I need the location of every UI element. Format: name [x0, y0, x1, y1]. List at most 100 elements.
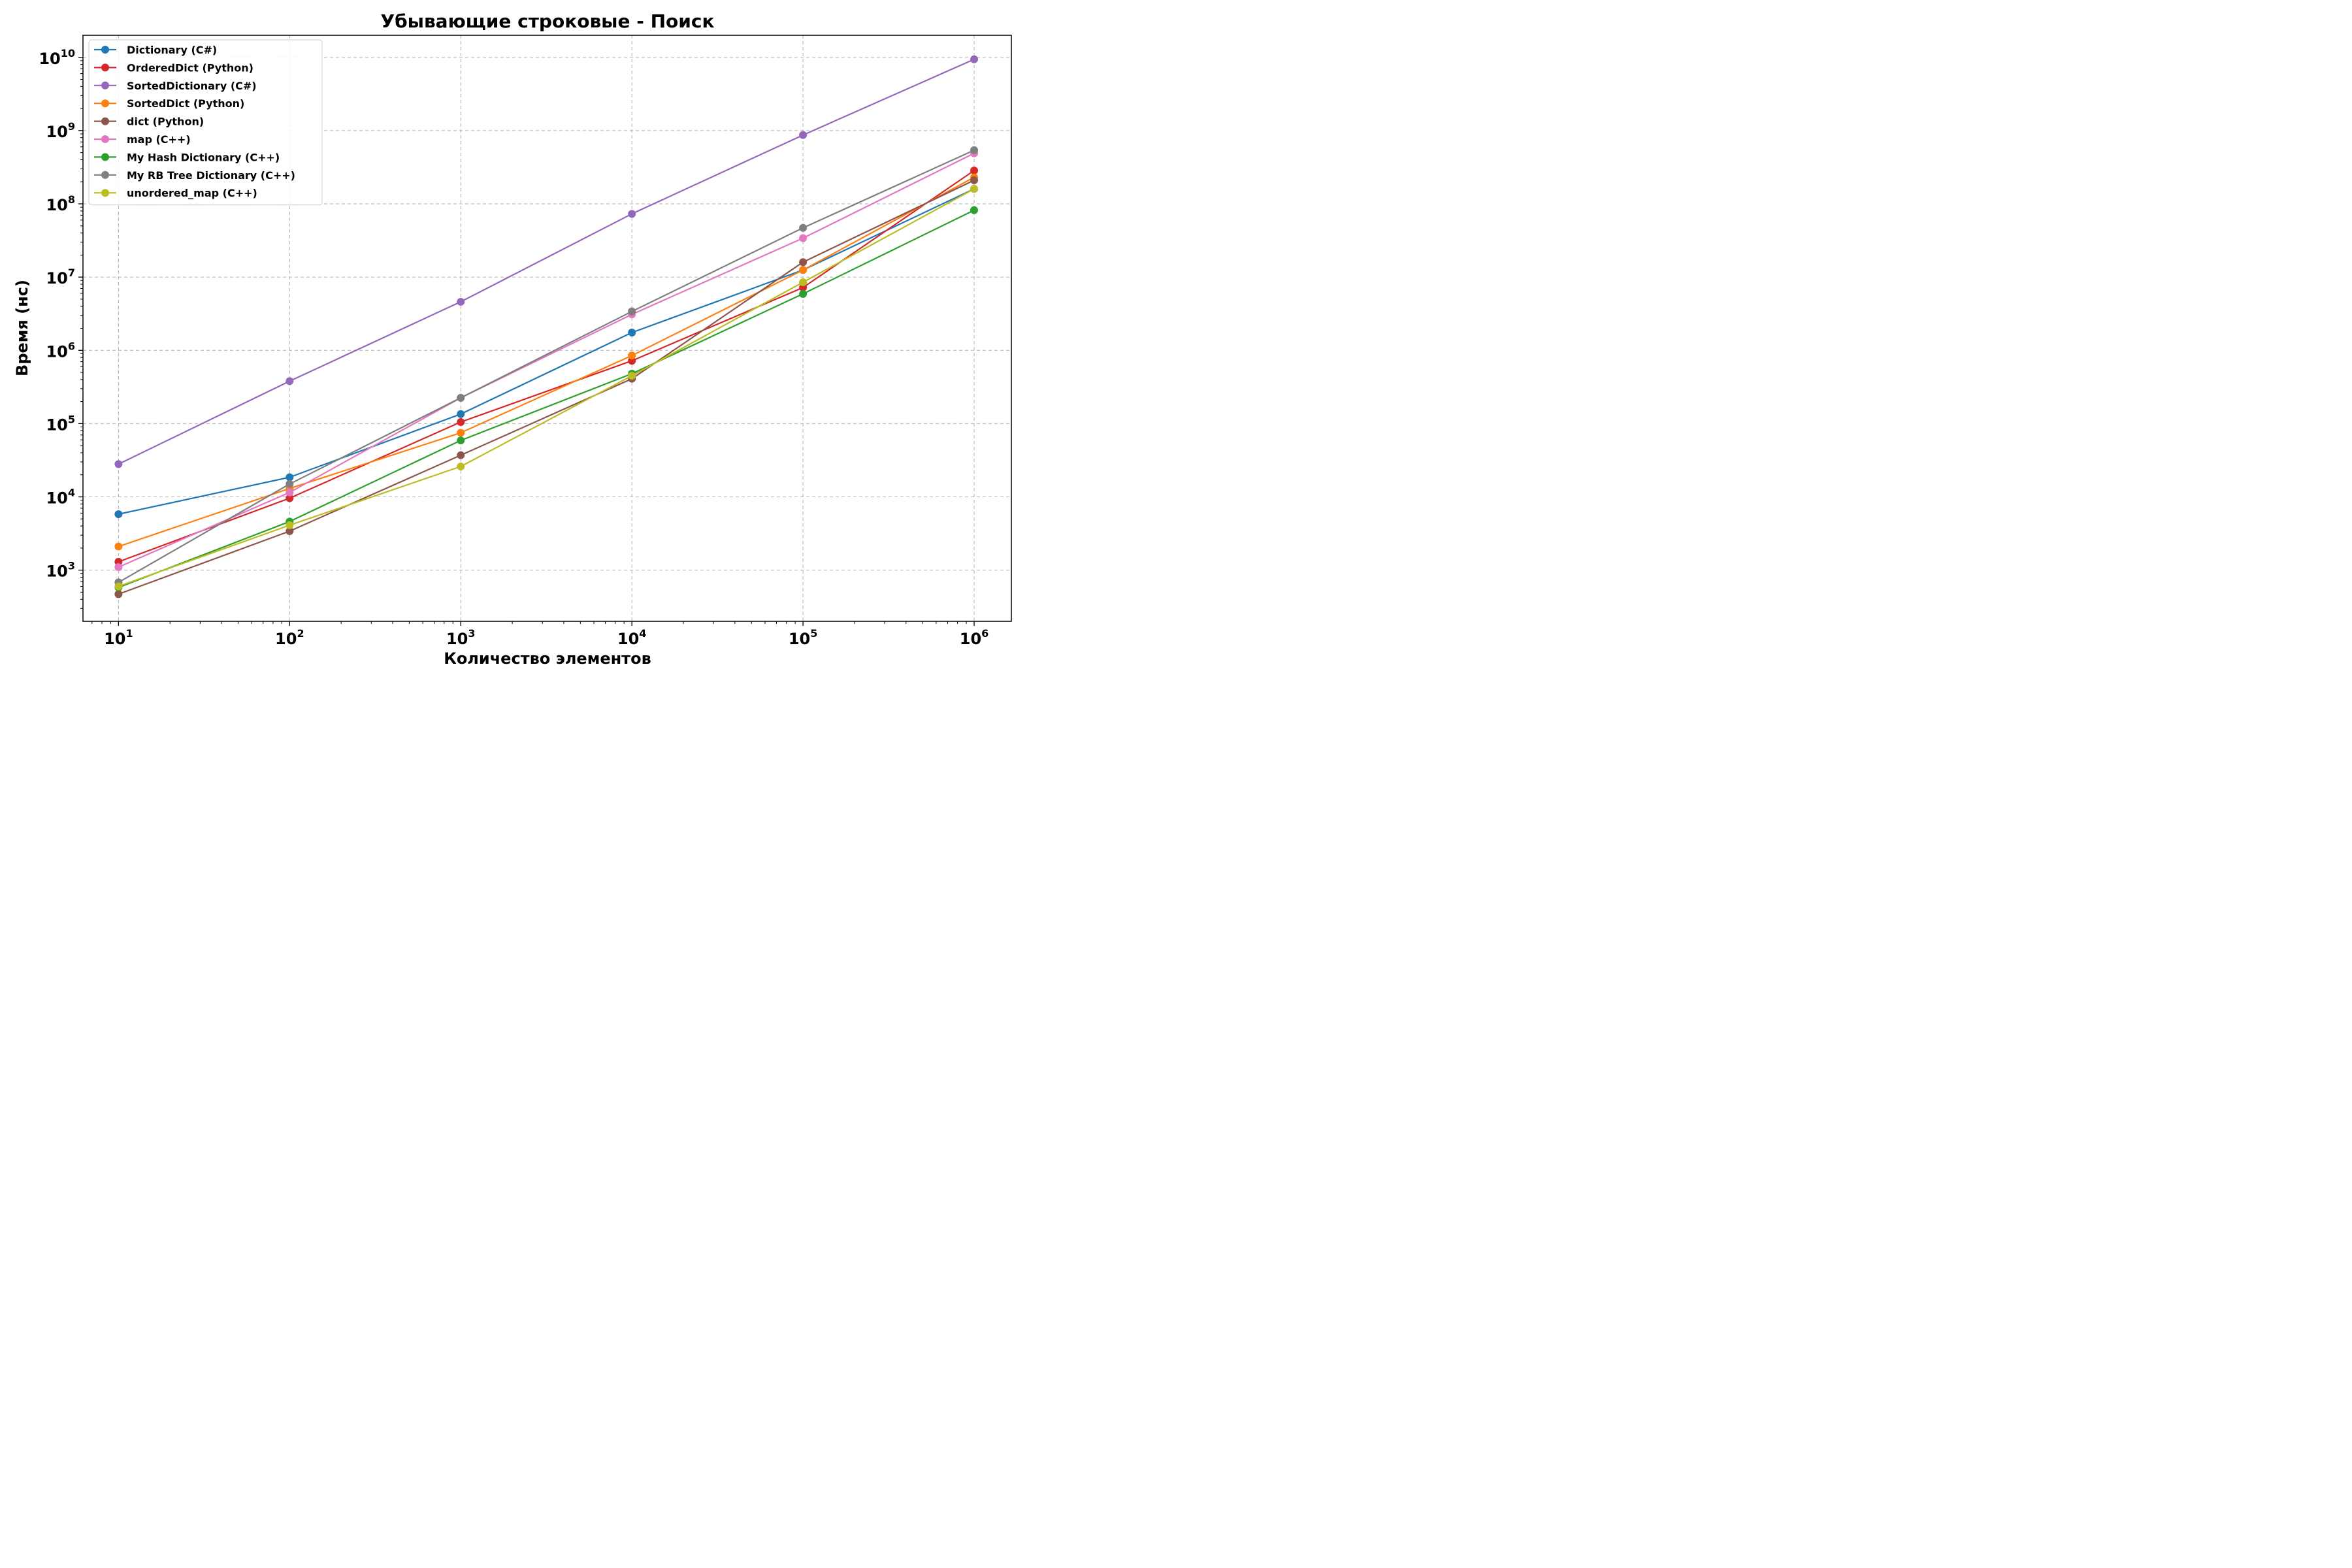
x-tick-base: 10: [789, 630, 810, 648]
legend-marker: [101, 189, 109, 197]
data-point: [457, 297, 465, 306]
y-tick-label: 107: [46, 267, 75, 287]
legend-label: map (C++): [127, 133, 191, 146]
x-tick-base: 10: [275, 630, 297, 648]
series-line: [118, 170, 975, 563]
series-line: [118, 149, 975, 583]
y-axis-label: Время (нс): [13, 280, 31, 376]
x-tick-exponent: 3: [468, 627, 475, 640]
data-point: [628, 210, 636, 218]
data-point: [457, 393, 465, 402]
legend: Dictionary (C#) OrderedDict (Python) Sorte…: [88, 39, 323, 206]
data-point: [457, 436, 465, 445]
x-axis-ticks: 101 102 103 104 105 106: [91, 621, 988, 648]
series-line: [118, 209, 975, 589]
legend-marker: [101, 171, 109, 179]
data-point: [799, 289, 808, 298]
data-point: [114, 460, 123, 468]
data-point: [114, 582, 123, 591]
line-chart: Убывающие строковые - Поиск 101 102 103 104…: [13, 10, 1012, 668]
y-tick-label: 106: [46, 340, 75, 361]
series-line: [118, 188, 975, 515]
legend-label: My RB Tree Dictionary (C++): [127, 169, 295, 182]
data-point: [970, 185, 979, 193]
data-point: [970, 146, 979, 154]
x-tick-label: 105: [789, 627, 818, 648]
data-point: [970, 176, 979, 184]
legend-label: SortedDict (Python): [127, 97, 244, 110]
series-1: [114, 167, 979, 566]
y-tick-exponent: 4: [68, 487, 75, 499]
legend-entry: SortedDictionary (C#): [94, 80, 257, 92]
data-point: [286, 377, 294, 385]
series-line: [118, 152, 975, 568]
y-tick-exponent: 8: [68, 193, 75, 206]
x-tick-base: 10: [446, 630, 468, 648]
x-tick-label: 104: [617, 627, 647, 648]
x-tick-exponent: 1: [126, 627, 133, 640]
data-point: [970, 55, 979, 63]
legend-marker: [101, 135, 109, 143]
data-point: [628, 372, 636, 380]
data-point: [970, 167, 979, 175]
x-tick-base: 10: [617, 630, 639, 648]
legend-entry: SortedDict (Python): [94, 97, 244, 110]
legend-label: My Hash Dictionary (C++): [127, 151, 280, 163]
series-line: [118, 176, 975, 547]
legend-label: OrderedDict (Python): [127, 61, 253, 74]
data-point: [286, 527, 294, 536]
legend-marker: [101, 46, 109, 54]
series-8: [114, 185, 979, 591]
x-tick-base: 10: [960, 630, 981, 648]
legend-label: Dictionary (C#): [127, 44, 217, 56]
x-tick-label: 101: [104, 627, 133, 648]
x-tick-exponent: 2: [297, 627, 304, 640]
y-tick-label: 104: [46, 487, 75, 508]
data-point: [114, 542, 123, 551]
data-point: [286, 521, 294, 529]
legend-marker: [101, 99, 109, 108]
data-point: [114, 563, 123, 571]
data-point: [799, 278, 808, 287]
legend-entry: map (C++): [94, 133, 191, 146]
y-tick-label: 109: [46, 120, 75, 141]
data-point: [286, 473, 294, 482]
y-tick-base: 10: [46, 416, 67, 434]
data-point: [628, 351, 636, 360]
y-tick-base: 10: [46, 563, 67, 581]
data-point: [628, 329, 636, 337]
data-point: [114, 510, 123, 519]
data-point: [457, 462, 465, 470]
legend-entry: OrderedDict (Python): [94, 61, 253, 74]
y-tick-exponent: 10: [61, 47, 75, 59]
legend-marker: [101, 117, 109, 125]
y-tick-base: 10: [39, 50, 60, 68]
chart-title: Убывающие строковые - Поиск: [381, 10, 715, 32]
data-point: [799, 266, 808, 274]
legend-entry: Dictionary (C#): [94, 44, 217, 56]
data-point: [286, 480, 294, 488]
data-point: [799, 223, 808, 232]
series-layer: [114, 55, 979, 598]
legend-entry: dict (Python): [94, 116, 204, 128]
x-tick-label: 102: [275, 627, 304, 648]
y-tick-base: 10: [46, 196, 67, 214]
series-2: [114, 55, 979, 468]
y-tick-exponent: 6: [68, 340, 75, 352]
data-point: [286, 494, 294, 502]
x-tick-exponent: 4: [639, 627, 646, 640]
x-tick-exponent: 6: [981, 627, 988, 640]
series-4: [114, 176, 979, 598]
x-tick-base: 10: [104, 630, 125, 648]
data-point: [628, 307, 636, 316]
series-5: [114, 149, 979, 571]
y-tick-exponent: 5: [68, 413, 75, 425]
data-point: [457, 418, 465, 427]
series-0: [114, 185, 979, 519]
legend-entry: My Hash Dictionary (C++): [94, 151, 280, 163]
y-tick-label: 103: [46, 560, 75, 581]
data-point: [114, 590, 123, 598]
y-tick-base: 10: [46, 342, 67, 361]
legend-marker: [101, 81, 109, 90]
